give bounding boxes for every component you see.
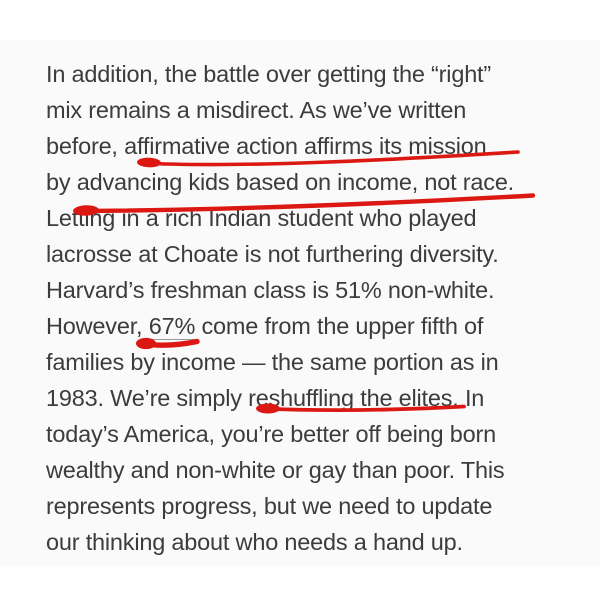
text-line: 1983. We’re simply reshuffling the elite…	[46, 385, 485, 411]
text-line: our thinking about who needs a hand up.	[46, 529, 463, 555]
text-line: However, 67% come from the upper fifth o…	[46, 308, 514, 344]
text-segment: However,	[46, 313, 149, 339]
article-text-panel: In addition, the battle over getting the…	[0, 40, 600, 566]
text-line: In addition, the battle over getting the…	[46, 61, 492, 87]
text-line: mix remains a misdirect. As we’ve writte…	[46, 97, 467, 123]
text-segment: come from the upper fifth of	[195, 313, 484, 339]
text-line: lacrosse at Choate is not furthering div…	[46, 241, 499, 267]
text-line: wealthy and non-white or gay than poor. …	[46, 457, 505, 483]
text-line: Harvard’s freshman class is 51% non-whit…	[46, 277, 495, 303]
text-line: families by income — the same portion as…	[46, 349, 499, 375]
text-line: today’s America, you’re better off being…	[46, 421, 496, 447]
text-line: represents progress, but we need to upda…	[46, 493, 493, 519]
link-67-percent[interactable]: 67%	[148, 313, 196, 340]
text-line: Letting in a rich Indian student who pla…	[46, 205, 477, 231]
article-paragraph: In addition, the battle over getting the…	[46, 56, 514, 560]
text-line: before, affirmative action affirms its m…	[46, 133, 487, 159]
text-line: by advancing kids based on income, not r…	[46, 169, 515, 195]
